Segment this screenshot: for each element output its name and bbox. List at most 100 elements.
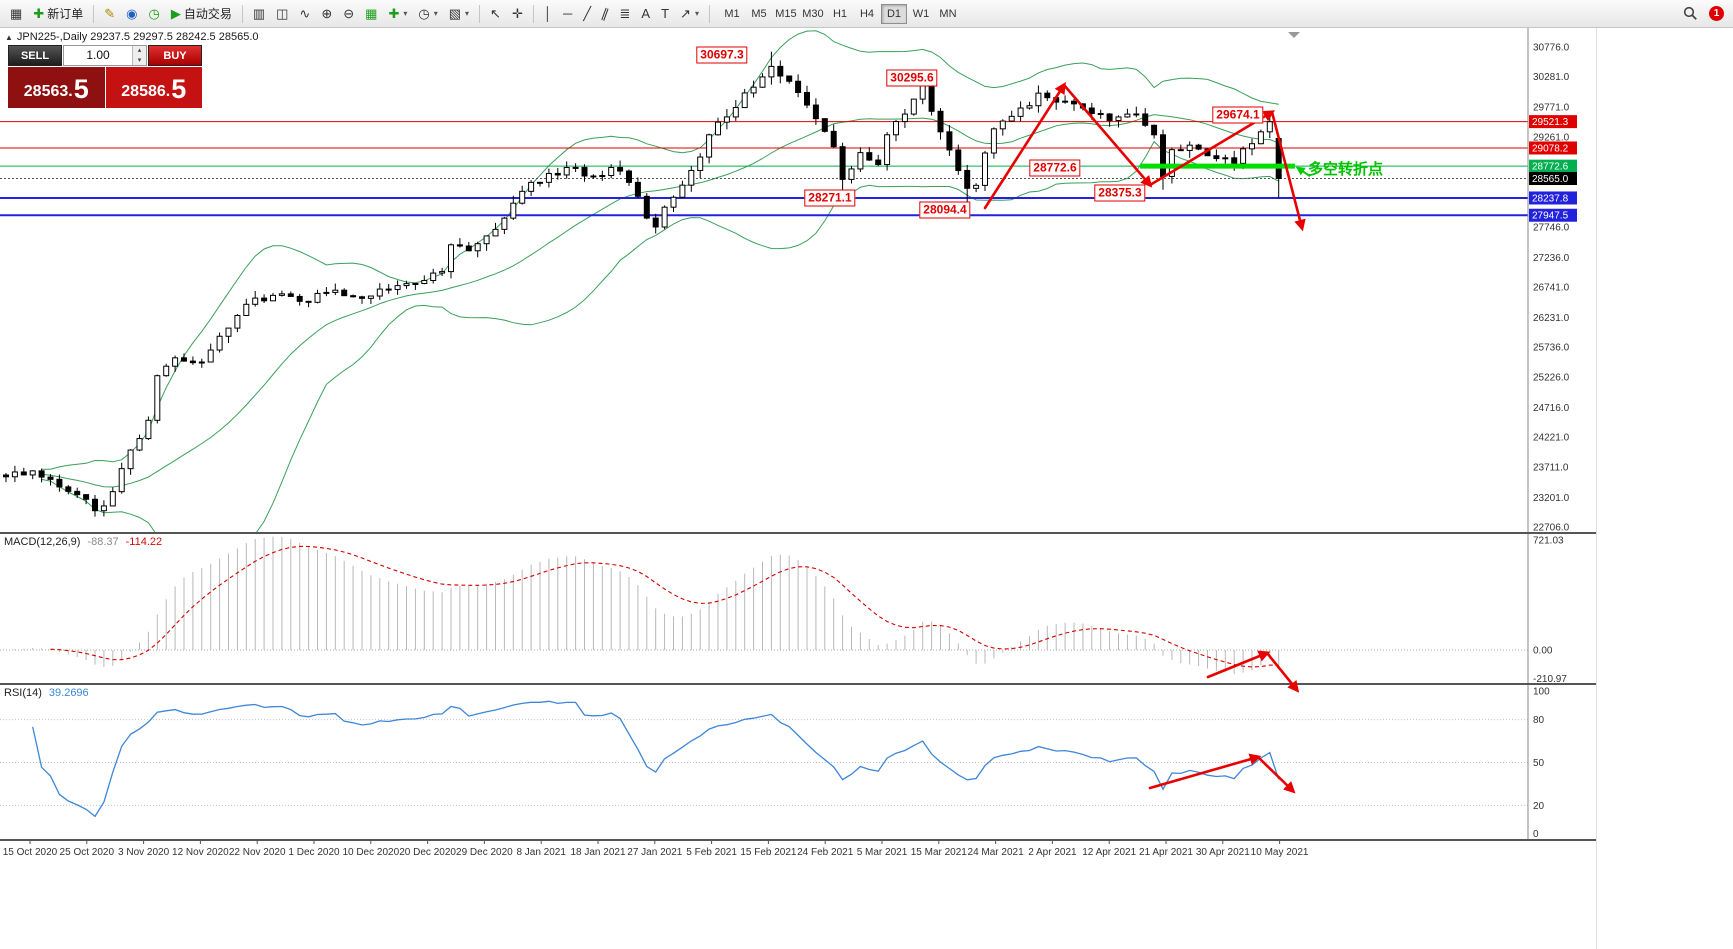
tf-d1-button[interactable]: D1	[880, 3, 907, 24]
text-tool-button[interactable]: A	[636, 3, 655, 25]
svg-text:28772.6: 28772.6	[1532, 162, 1569, 173]
volume-spin-buttons[interactable]: ▴ ▾	[132, 46, 146, 65]
autotrading-button[interactable]: ▶ 自动交易	[166, 3, 237, 25]
symbol-ohlc-text: JPN225-,Daily 29237.5 29297.5 28242.5 28…	[16, 31, 259, 43]
toolbar-separator	[479, 4, 481, 23]
tf-m15-button[interactable]: M15	[773, 4, 799, 24]
crosshair-tool-button[interactable]: ✛	[507, 3, 528, 25]
svg-text:29261.0: 29261.0	[1533, 133, 1570, 144]
vertical-line-icon: │	[543, 6, 552, 21]
search-button[interactable]	[1678, 3, 1703, 25]
vertical-line-tool-button[interactable]: │	[539, 3, 557, 25]
main-price-panel[interactable]	[0, 30, 1528, 556]
pivot-note-label[interactable]: 多空转折点	[1308, 161, 1384, 178]
tf-m1-button[interactable]: M1	[719, 4, 745, 24]
market-button[interactable]: ◉	[121, 3, 142, 25]
buy-price[interactable]: 28586. 5	[105, 67, 202, 108]
tf-m30-button[interactable]: M30	[800, 4, 826, 24]
chart-area[interactable]: 30776.030281.029771.029261.028751.028241…	[0, 28, 1596, 949]
svg-text:24221.0: 24221.0	[1533, 432, 1570, 443]
tf-mn-button[interactable]: MN	[935, 4, 961, 24]
tf-h1-button[interactable]: H1	[827, 4, 853, 24]
price-annotation[interactable]: 30697.3	[696, 46, 748, 64]
macd-name: MACD(12,26,9)	[4, 536, 81, 548]
volume-value[interactable]: 1.00	[86, 48, 110, 62]
candlestick-chart-button[interactable]: ◫	[271, 3, 293, 25]
macd-main-value: -88.37	[87, 536, 119, 548]
sell-price[interactable]: 28563. 5	[8, 67, 105, 108]
price-annotation[interactable]: 30295.6	[886, 69, 938, 87]
svg-text:-210.97: -210.97	[1533, 674, 1567, 685]
svg-text:15 Mar 2021: 15 Mar 2021	[911, 847, 968, 858]
price-annotation[interactable]: 28772.6	[1029, 159, 1081, 177]
chart-shift-marker[interactable]	[1288, 32, 1300, 38]
price-annotation[interactable]: 29674.1	[1212, 106, 1264, 124]
price-annotation[interactable]: 28375.3	[1094, 184, 1146, 202]
macd-panel[interactable]	[0, 536, 1528, 675]
toolbar-separator	[93, 4, 95, 23]
svg-text:24 Feb 2021: 24 Feb 2021	[797, 847, 854, 858]
metaeditor-icon: ✎	[104, 6, 116, 21]
chevron-down-icon: ▾	[694, 9, 699, 18]
text-label-tool-button[interactable]: T	[656, 3, 674, 25]
zoom-out-button[interactable]: ⊖	[338, 3, 359, 25]
text-label-icon: T	[661, 6, 670, 21]
buy-price-pips: 5	[171, 74, 187, 104]
main-toolbar: ▦ ✚ 新订单 ✎ ◉ ◷ ▶ 自动交易 ▥ ◫ ∿ ⊕ ⊖ ▦ ✚ ▾ ◷ ▾ ▧ ▾ …	[0, 0, 1733, 28]
line-chart-button[interactable]: ∿	[294, 3, 315, 25]
buy-button[interactable]: BUY	[148, 45, 202, 66]
chart-window-icon: ▦	[10, 6, 23, 21]
trendline-tool-button[interactable]: ╱	[578, 3, 596, 25]
axes-layer: 30776.030281.029771.029261.028751.028241…	[0, 28, 1596, 858]
right-empty-panel	[1596, 28, 1733, 949]
symbol-info: ▲ JPN225-,Daily 29237.5 29297.5 28242.5 …	[5, 31, 259, 43]
arrows-tool-icon: ↗	[680, 6, 691, 21]
horizontal-line-tool-button[interactable]: ─	[558, 3, 577, 25]
volume-stepper[interactable]: 1.00 ▴ ▾	[63, 45, 147, 66]
spin-up-icon[interactable]: ▴	[133, 46, 146, 56]
periods-button[interactable]: ◷ ▾	[413, 3, 442, 25]
tf-h4-button[interactable]: H4	[854, 4, 880, 24]
tile-windows-button[interactable]: ▦	[360, 3, 382, 25]
svg-text:12 Nov 2020: 12 Nov 2020	[172, 847, 229, 858]
svg-text:1 Dec 2020: 1 Dec 2020	[288, 847, 340, 858]
tf-m5-button[interactable]: M5	[746, 4, 772, 24]
drawings-layer[interactable]	[983, 32, 1311, 794]
rsi-panel[interactable]	[0, 700, 1528, 818]
periods-icon: ◷	[418, 6, 430, 21]
svg-text:27947.5: 27947.5	[1532, 211, 1569, 222]
sell-button[interactable]: SELL	[8, 45, 62, 66]
cursor-tool-button[interactable]: ↖	[485, 3, 506, 25]
templates-icon: ▧	[448, 6, 462, 21]
toolbar-right-group: 1	[1678, 3, 1728, 25]
new-order-button[interactable]: ✚ 新订单	[28, 3, 88, 25]
community-button[interactable]: ◷	[143, 3, 164, 25]
chart-canvas[interactable]: 30776.030281.029771.029261.028751.028241…	[0, 28, 1596, 949]
spin-down-icon[interactable]: ▾	[133, 55, 146, 65]
svg-text:18 Jan 2021: 18 Jan 2021	[570, 847, 625, 858]
chart-window-button[interactable]: ▦	[5, 3, 27, 25]
bar-chart-button[interactable]: ▥	[248, 3, 270, 25]
chevron-down-icon: ▾	[465, 9, 470, 18]
community-icon: ◷	[148, 6, 160, 21]
sell-price-int: 28563.	[23, 83, 73, 100]
metaeditor-button[interactable]: ✎	[99, 3, 120, 25]
notification-badge[interactable]: 1	[1709, 6, 1724, 21]
buy-price-int: 28586.	[121, 83, 171, 100]
arrows-tool-button[interactable]: ↗ ▾	[675, 3, 704, 25]
indicators-button[interactable]: ✚ ▾	[383, 3, 412, 25]
chevron-down-icon: ▾	[433, 9, 438, 18]
svg-text:20: 20	[1533, 801, 1545, 812]
autotrading-play-icon: ▶	[170, 6, 181, 21]
price-annotation[interactable]: 28271.1	[804, 189, 856, 207]
price-annotation[interactable]: 28094.4	[919, 201, 971, 219]
templates-button[interactable]: ▧ ▾	[444, 3, 474, 25]
zoom-in-button[interactable]: ⊕	[316, 3, 337, 25]
svg-text:15 Oct 2020: 15 Oct 2020	[3, 847, 58, 858]
tf-w1-button[interactable]: W1	[908, 4, 934, 24]
fibonacci-icon: ≣	[619, 6, 631, 21]
fibonacci-tool-button[interactable]: ≣	[615, 3, 636, 25]
rsi-value: 39.2696	[48, 687, 89, 699]
sell-price-pips: 5	[73, 74, 89, 104]
channel-tool-button[interactable]: ∥	[597, 3, 614, 25]
